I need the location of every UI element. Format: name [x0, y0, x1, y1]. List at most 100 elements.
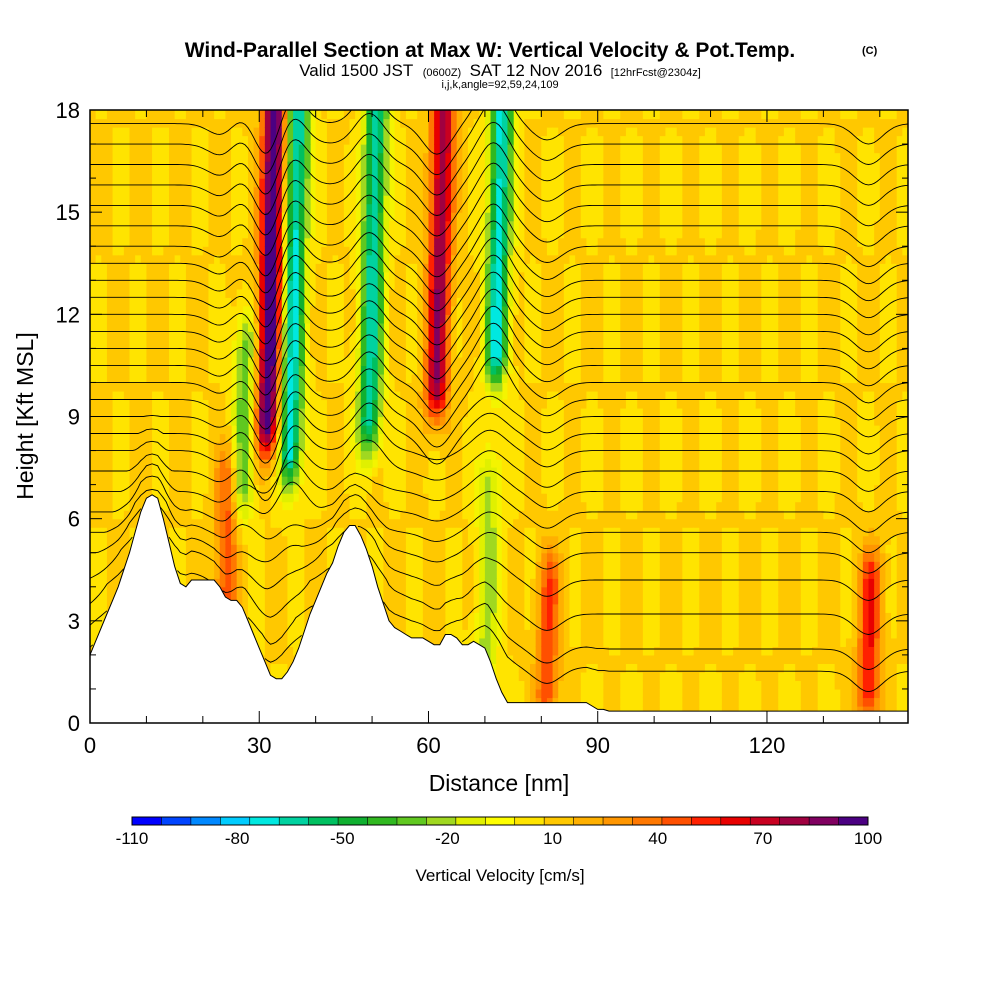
velocity-cell	[157, 399, 164, 409]
velocity-cell	[287, 356, 294, 367]
velocity-cell	[242, 578, 249, 588]
velocity-cell	[451, 620, 458, 630]
velocity-cell	[253, 603, 260, 613]
velocity-cell	[180, 527, 187, 537]
velocity-cell	[326, 399, 334, 409]
velocity-cell	[242, 356, 249, 367]
velocity-cell	[400, 220, 407, 230]
velocity-cell	[157, 425, 164, 435]
velocity-cell	[264, 331, 272, 341]
velocity-cell	[191, 527, 198, 537]
velocity-cell	[287, 476, 294, 486]
velocity-cell	[343, 510, 351, 520]
velocity-cell	[185, 297, 193, 307]
velocity-cell	[276, 203, 283, 213]
velocity-cell	[462, 552, 469, 562]
velocity-cell	[405, 442, 413, 452]
velocity-cell	[304, 493, 311, 503]
velocity-cell	[304, 314, 311, 324]
subtitle-run: [12hrFcst@2304z]	[611, 67, 701, 79]
velocity-cell	[208, 356, 215, 367]
velocity-cell	[422, 399, 430, 409]
velocity-cell	[95, 314, 102, 324]
velocity-cell	[439, 280, 447, 290]
velocity-cell	[349, 110, 356, 120]
velocity-cell	[377, 535, 384, 545]
velocity-cell	[90, 629, 97, 639]
velocity-cell	[174, 407, 181, 418]
velocity-cell	[293, 220, 300, 230]
velocity-cell	[152, 203, 159, 213]
velocity-cell	[349, 510, 356, 520]
velocity-cell	[208, 339, 215, 349]
velocity-cell	[168, 459, 176, 469]
velocity-cell	[90, 595, 97, 605]
velocity-cell	[355, 127, 362, 137]
velocity-cell	[366, 169, 373, 179]
velocity-cell	[400, 195, 407, 205]
velocity-cell	[434, 544, 441, 554]
velocity-cell	[270, 552, 277, 562]
velocity-cell	[310, 586, 317, 596]
velocity-cell	[439, 305, 447, 315]
velocity-cell	[400, 382, 407, 392]
velocity-cell	[366, 229, 373, 239]
velocity-cell	[383, 527, 390, 537]
velocity-cell	[118, 493, 125, 503]
velocity-cell	[383, 203, 390, 213]
velocity-cell	[214, 518, 221, 528]
velocity-cell	[112, 578, 119, 588]
velocity-cell	[270, 493, 277, 503]
velocity-cell	[118, 407, 125, 418]
velocity-cell	[298, 612, 305, 622]
velocity-cell	[219, 186, 226, 196]
velocity-cell	[118, 186, 125, 196]
velocity-cell	[202, 186, 210, 196]
velocity-cell	[467, 399, 475, 409]
velocity-cell	[343, 450, 351, 460]
velocity-cell	[202, 535, 210, 545]
velocity-cell	[264, 186, 272, 196]
velocity-cell	[174, 476, 181, 486]
velocity-cell	[225, 280, 232, 290]
velocity-cell	[428, 425, 435, 435]
velocity-cell	[168, 322, 176, 332]
velocity-cell	[405, 118, 413, 128]
velocity-cell	[343, 322, 351, 332]
velocity-cell	[135, 280, 142, 290]
velocity-cell	[242, 271, 249, 281]
velocity-cell	[326, 305, 334, 315]
velocity-cell	[242, 263, 249, 273]
velocity-cell	[236, 578, 243, 588]
velocity-cell	[208, 178, 215, 188]
velocity-cell	[451, 186, 458, 196]
velocity-cell	[411, 110, 418, 120]
velocity-cell	[479, 161, 486, 171]
velocity-cell	[310, 339, 317, 349]
velocity-cell	[129, 144, 136, 154]
velocity-cell	[287, 433, 294, 443]
velocity-cell	[129, 382, 136, 392]
velocity-cell	[326, 331, 334, 341]
velocity-cell	[287, 339, 294, 349]
velocity-cell	[168, 373, 176, 384]
velocity-cell	[484, 518, 492, 528]
velocity-cell	[417, 365, 424, 375]
velocity-cell	[287, 654, 294, 665]
velocity-cell	[355, 135, 362, 145]
velocity-cell	[372, 212, 379, 222]
velocity-cell	[95, 348, 102, 358]
velocity-cell	[411, 220, 418, 230]
velocity-cell	[315, 152, 322, 162]
velocity-cell	[180, 382, 187, 392]
velocity-cell	[428, 501, 435, 511]
velocity-cell	[123, 322, 131, 332]
velocity-cell	[236, 348, 243, 358]
velocity-cell	[118, 433, 125, 443]
velocity-cell	[197, 305, 204, 315]
velocity-cell	[293, 178, 300, 188]
velocity-cell	[225, 535, 232, 545]
velocity-cell	[270, 382, 277, 392]
velocity-cell	[163, 110, 170, 120]
velocity-cell	[225, 501, 232, 511]
